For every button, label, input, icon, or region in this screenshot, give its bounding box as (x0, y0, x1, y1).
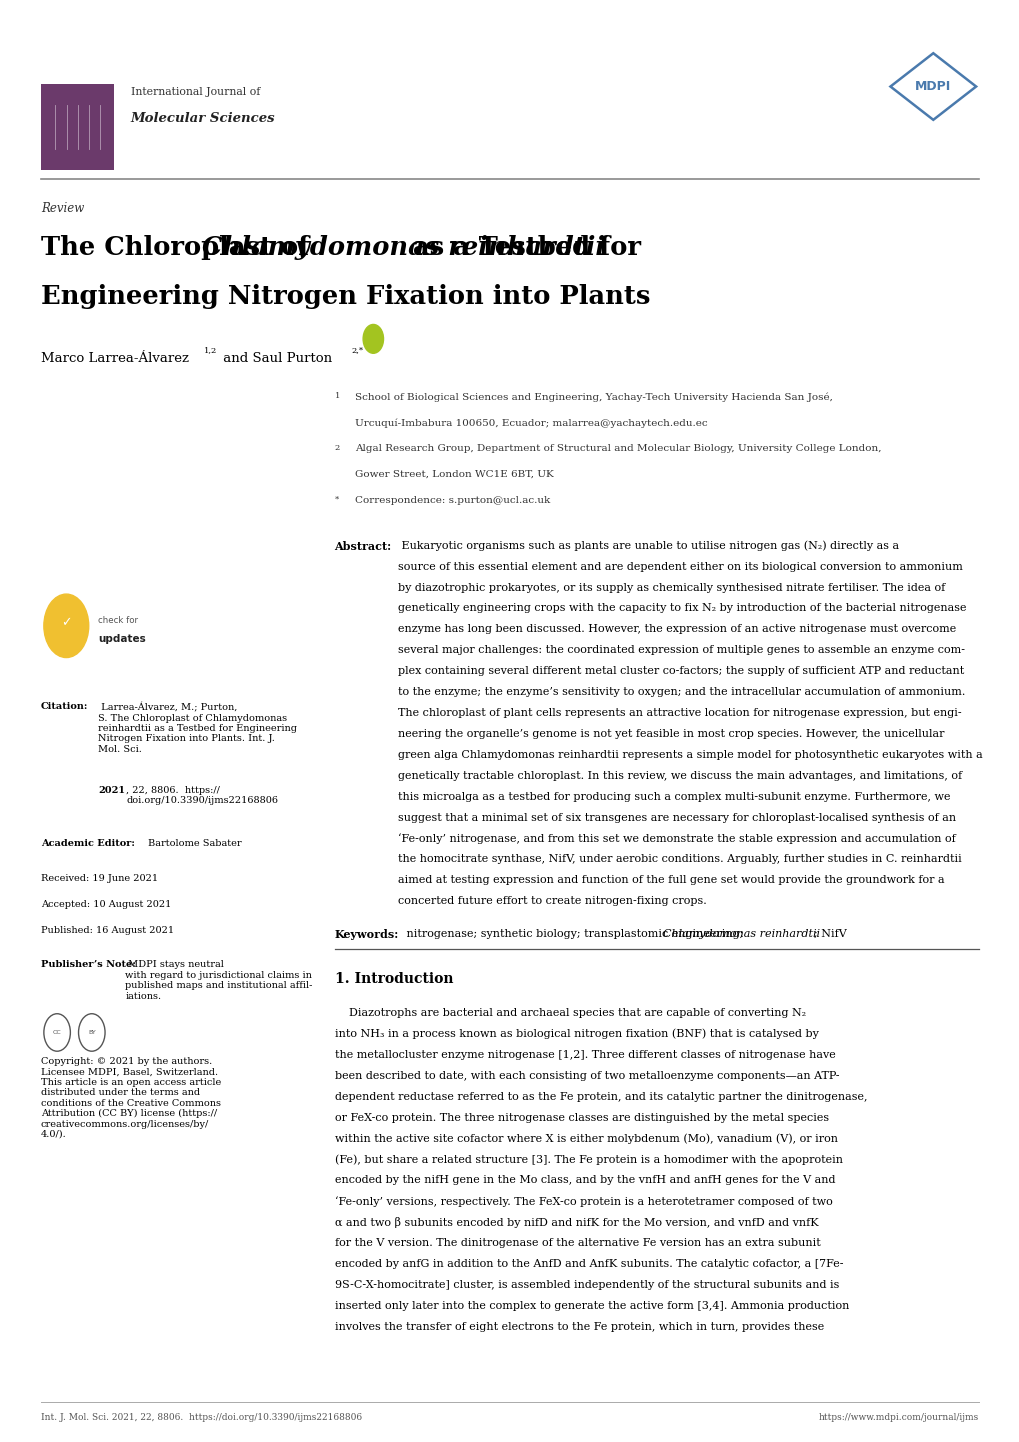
Text: to the enzyme; the enzyme’s sensitivity to oxygen; and the intracellular accumul: to the enzyme; the enzyme’s sensitivity … (397, 688, 964, 696)
Text: CC: CC (53, 1030, 61, 1035)
Text: enzyme has long been discussed. However, the expression of an active nitrogenase: enzyme has long been discussed. However,… (397, 624, 955, 634)
Text: involves the transfer of eight electrons to the Fe protein, which in turn, provi: involves the transfer of eight electrons… (334, 1322, 823, 1331)
Text: Publisher’s Note:: Publisher’s Note: (41, 960, 136, 969)
Text: encoded by anfG in addition to the AnfD and AnfK subunits. The catalytic cofacto: encoded by anfG in addition to the AnfD … (334, 1259, 843, 1269)
Text: Molecular Sciences: Molecular Sciences (130, 112, 275, 125)
Text: , 22, 8806.  https://
doi.org/10.3390/ijms22168806: , 22, 8806. https:// doi.org/10.3390/ijm… (126, 786, 278, 805)
Text: α and two β subunits encoded by nifD and nifK for the Mo version, and vnfD and v: α and two β subunits encoded by nifD and… (334, 1217, 817, 1229)
Text: Copyright: © 2021 by the authors.
Licensee MDPI, Basel, Switzerland.
This articl: Copyright: © 2021 by the authors. Licens… (41, 1057, 221, 1139)
Text: Gower Street, London WC1E 6BT, UK: Gower Street, London WC1E 6BT, UK (355, 470, 553, 479)
Text: 1: 1 (334, 392, 339, 401)
Text: (Fe), but share a related structure [3]. The Fe protein is a homodimer with the : (Fe), but share a related structure [3].… (334, 1154, 842, 1165)
Text: ✓: ✓ (61, 616, 71, 630)
Text: Eukaryotic organisms such as plants are unable to utilise nitrogen gas (N₂) dire: Eukaryotic organisms such as plants are … (397, 541, 898, 551)
Text: by diazotrophic prokaryotes, or its supply as chemically synthesised nitrate fer: by diazotrophic prokaryotes, or its supp… (397, 583, 945, 593)
Text: 1. Introduction: 1. Introduction (334, 972, 452, 986)
Text: genetically engineering crops with the capacity to fix N₂ by introduction of the: genetically engineering crops with the c… (397, 603, 965, 613)
Text: Published: 16 August 2021: Published: 16 August 2021 (41, 926, 174, 934)
Text: aimed at testing expression and function of the full gene set would provide the : aimed at testing expression and function… (397, 875, 944, 885)
Text: 2: 2 (334, 444, 339, 453)
Text: check for: check for (98, 616, 138, 624)
Text: 2,*: 2,* (352, 346, 364, 355)
Text: Academic Editor:: Academic Editor: (41, 839, 138, 848)
Text: https://www.mdpi.com/journal/ijms: https://www.mdpi.com/journal/ijms (818, 1413, 978, 1422)
Text: Marco Larrea-Álvarez: Marco Larrea-Álvarez (41, 352, 189, 365)
Text: for the V version. The dinitrogenase of the alternative Fe version has an extra : for the V version. The dinitrogenase of … (334, 1237, 819, 1247)
Circle shape (363, 324, 383, 353)
Text: Larrea-Álvarez, M.; Purton,
S. The Chloroplast of Chlamydomonas
reinhardtii as a: Larrea-Álvarez, M.; Purton, S. The Chlor… (98, 702, 297, 754)
Text: the homocitrate synthase, NifV, under aerobic conditions. Arguably, further stud: the homocitrate synthase, NifV, under ae… (397, 854, 961, 864)
Text: Chlamydomonas reinhardtii: Chlamydomonas reinhardtii (202, 235, 604, 260)
Text: nitrogenase; synthetic biology; transplastomic engineering;: nitrogenase; synthetic biology; transpla… (403, 929, 746, 939)
Text: 2021: 2021 (98, 786, 124, 795)
Text: International Journal of: International Journal of (130, 87, 260, 97)
Text: BY: BY (88, 1030, 96, 1035)
Text: within the active site cofactor where X is either molybdenum (Mo), vanadium (V),: within the active site cofactor where X … (334, 1133, 837, 1144)
Text: genetically tractable chloroplast. In this review, we discuss the main advantage: genetically tractable chloroplast. In th… (397, 770, 961, 780)
Text: *: * (334, 496, 338, 505)
Text: into NH₃ in a process known as biological nitrogen fixation (BNF) that is cataly: into NH₃ in a process known as biologica… (334, 1030, 817, 1040)
Text: Received: 19 June 2021: Received: 19 June 2021 (41, 874, 158, 883)
Text: inserted only later into the complex to generate the active form [3,4]. Ammonia : inserted only later into the complex to … (334, 1301, 848, 1311)
Text: as a Testbed for: as a Testbed for (404, 235, 640, 260)
Text: and Saul Purton: and Saul Purton (219, 352, 332, 365)
Text: Chlamydomonas reinhardtii: Chlamydomonas reinhardtii (662, 929, 819, 939)
Text: source of this essential element and are dependent either on its biological conv: source of this essential element and are… (397, 561, 962, 571)
Text: 1,2: 1,2 (204, 346, 217, 355)
Text: Keywords:: Keywords: (334, 929, 398, 940)
Text: this microalga as a testbed for producing such a complex multi-subunit enzyme. F: this microalga as a testbed for producin… (397, 792, 950, 802)
Text: Int. J. Mol. Sci. 2021, 22, 8806.  https://doi.org/10.3390/ijms22168806: Int. J. Mol. Sci. 2021, 22, 8806. https:… (41, 1413, 362, 1422)
Text: been described to date, with each consisting of two metalloenzyme components—an : been described to date, with each consis… (334, 1070, 839, 1080)
Text: suggest that a minimal set of six transgenes are necessary for chloroplast-local: suggest that a minimal set of six transg… (397, 813, 955, 822)
Text: Algal Research Group, Department of Structural and Molecular Biology, University: Algal Research Group, Department of Stru… (355, 444, 880, 453)
Text: The chloroplast of plant cells represents an attractive location for nitrogenase: The chloroplast of plant cells represent… (397, 708, 961, 718)
FancyBboxPatch shape (41, 84, 114, 170)
Text: encoded by the nifH gene in the Mo class, and by the vnfH and anfH genes for the: encoded by the nifH gene in the Mo class… (334, 1175, 835, 1185)
Text: or FeX-co protein. The three nitrogenase classes are distinguished by the metal : or FeX-co protein. The three nitrogenase… (334, 1113, 827, 1122)
Text: Correspondence: s.purton@ucl.ac.uk: Correspondence: s.purton@ucl.ac.uk (355, 496, 549, 505)
Text: ‘Fe-only’ nitrogenase, and from this set we demonstrate the stable expression an: ‘Fe-only’ nitrogenase, and from this set… (397, 833, 955, 844)
Text: ‘Fe-only’ versions, respectively. The FeX-co protein is a heterotetramer compose: ‘Fe-only’ versions, respectively. The Fe… (334, 1197, 832, 1207)
Text: Abstract:: Abstract: (334, 541, 391, 552)
Text: 9S-C-X-homocitrate] cluster, is assembled independently of the structural subuni: 9S-C-X-homocitrate] cluster, is assemble… (334, 1280, 838, 1289)
Circle shape (44, 594, 89, 658)
Text: plex containing several different metal cluster co-factors; the supply of suffic: plex containing several different metal … (397, 666, 963, 676)
Text: Review: Review (41, 202, 84, 215)
Text: Bartolome Sabater: Bartolome Sabater (148, 839, 242, 848)
Text: concerted future effort to create nitrogen-fixing crops.: concerted future effort to create nitrog… (397, 897, 706, 906)
Text: MDPI: MDPI (914, 79, 951, 94)
Text: several major challenges: the coordinated expression of multiple genes to assemb: several major challenges: the coordinate… (397, 646, 964, 655)
Text: the metallocluster enzyme nitrogenase [1,2]. Three different classes of nitrogen: the metallocluster enzyme nitrogenase [1… (334, 1050, 835, 1060)
Text: green alga Chlamydomonas reinhardtii represents a simple model for photosyntheti: green alga Chlamydomonas reinhardtii rep… (397, 750, 981, 760)
Text: updates: updates (98, 634, 146, 645)
Text: MDPI stays neutral
with regard to jurisdictional claims in
published maps and in: MDPI stays neutral with regard to jurisd… (125, 960, 313, 1001)
Text: Accepted: 10 August 2021: Accepted: 10 August 2021 (41, 900, 171, 908)
Text: The Chloroplast of: The Chloroplast of (41, 235, 318, 260)
Text: Urcuquí-Imbabura 100650, Ecuador; malarrea@yachaytech.edu.ec: Urcuquí-Imbabura 100650, Ecuador; malarr… (355, 418, 707, 428)
Text: neering the organelle’s genome is not yet feasible in most crop species. However: neering the organelle’s genome is not ye… (397, 730, 944, 738)
Text: Engineering Nitrogen Fixation into Plants: Engineering Nitrogen Fixation into Plant… (41, 284, 649, 309)
Text: dependent reductase referred to as the Fe protein, and its catalytic partner the: dependent reductase referred to as the F… (334, 1092, 866, 1102)
Text: School of Biological Sciences and Engineering, Yachay-Tech University Hacienda S: School of Biological Sciences and Engine… (355, 392, 833, 402)
Text: Diazotrophs are bacterial and archaeal species that are capable of converting N₂: Diazotrophs are bacterial and archaeal s… (334, 1008, 805, 1018)
Text: Citation:: Citation: (41, 702, 88, 711)
Text: iD: iD (370, 336, 376, 342)
Text: ; NifV: ; NifV (813, 929, 846, 939)
